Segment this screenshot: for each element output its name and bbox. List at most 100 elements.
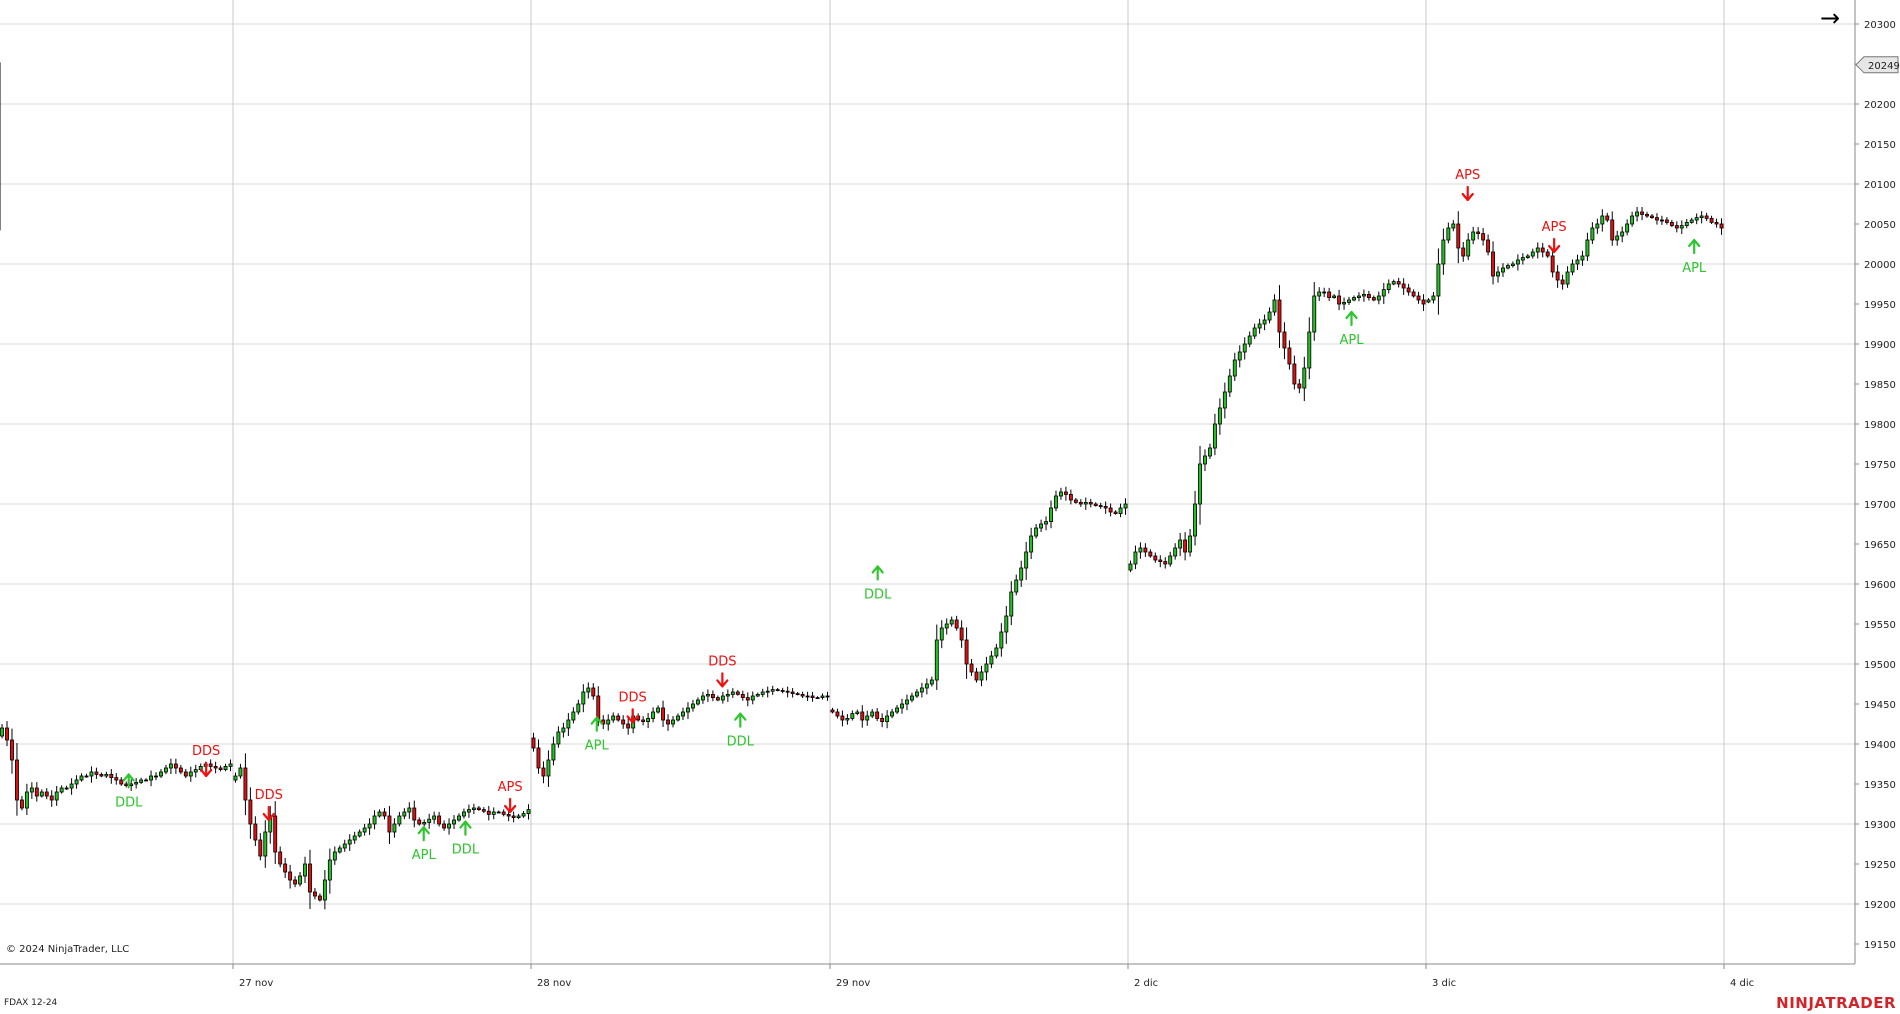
candle — [1123, 503, 1128, 509]
candle — [1630, 215, 1635, 225]
candle — [661, 707, 666, 721]
price-tick-label: 19300 — [1864, 820, 1896, 831]
price-tick-label: 20200 — [1864, 100, 1896, 111]
candle — [1019, 567, 1024, 581]
candle — [750, 695, 755, 701]
candle — [1650, 215, 1654, 219]
candle — [1496, 271, 1500, 277]
candle — [531, 737, 536, 749]
candle — [44, 791, 49, 797]
candle — [288, 871, 293, 881]
candle — [243, 767, 248, 801]
candle — [1501, 267, 1505, 273]
candle — [1411, 291, 1416, 297]
candle — [402, 811, 407, 817]
price-tick-label: 19400 — [1864, 740, 1896, 751]
candle — [1292, 363, 1297, 385]
candle — [1590, 227, 1595, 241]
price-tick-label: 19150 — [1864, 940, 1896, 951]
candle — [1714, 221, 1719, 225]
candle — [452, 819, 456, 825]
candle — [253, 823, 258, 841]
candle — [1009, 591, 1014, 617]
candle — [1655, 217, 1659, 221]
candle — [1307, 331, 1312, 369]
candle — [1222, 391, 1227, 409]
candle — [49, 795, 54, 801]
candle — [1302, 367, 1307, 389]
candle — [1674, 225, 1679, 229]
candle — [337, 847, 342, 853]
candle — [581, 691, 586, 705]
candle — [745, 697, 750, 701]
price-axis[interactable]: 19150 19200 19250 19300 19350 19400 19450 19500… — [1855, 20, 1900, 951]
candle — [646, 718, 651, 723]
candle — [830, 709, 835, 713]
candle — [1039, 523, 1044, 529]
candle — [984, 663, 989, 673]
candle — [959, 627, 964, 641]
candle — [1366, 293, 1371, 298]
candle — [10, 739, 14, 761]
price-tick-label: 19950 — [1864, 300, 1896, 311]
candle — [979, 671, 984, 681]
candle — [164, 767, 168, 773]
candle — [1506, 265, 1510, 269]
candle — [1029, 535, 1034, 553]
candle — [760, 691, 765, 695]
candle — [377, 811, 382, 817]
candle — [1317, 291, 1322, 297]
candle — [656, 707, 661, 713]
candle — [1401, 283, 1406, 289]
candle — [69, 783, 74, 789]
candle — [1093, 503, 1098, 507]
candle — [1635, 211, 1640, 217]
signal-markers: DDL DDS DDS APL DDL APS APL DDS DDS DDL DDL APL APS A… — [115, 168, 1707, 863]
candle — [1575, 259, 1580, 265]
signal-marker: DDS — [619, 690, 647, 724]
instrument-label: FDAX 12-24 — [4, 998, 58, 1008]
candle — [695, 699, 700, 705]
candle — [352, 835, 357, 841]
candle — [1545, 251, 1550, 257]
candle — [780, 690, 785, 692]
candle — [129, 783, 134, 787]
candle — [471, 807, 476, 811]
price-tick-label: 19600 — [1864, 580, 1896, 591]
candle — [1153, 555, 1158, 561]
arrow-up-icon — [590, 716, 603, 732]
candle — [1217, 407, 1222, 425]
candle — [1108, 507, 1113, 513]
candle — [1426, 299, 1431, 303]
arrow-right-icon[interactable]: → — [1820, 4, 1841, 32]
candle — [1237, 351, 1242, 361]
candle — [1719, 223, 1724, 229]
price-tick-label: 19650 — [1864, 540, 1896, 551]
candle — [1148, 551, 1153, 557]
candle — [1128, 563, 1133, 571]
candle — [15, 759, 19, 801]
candle — [228, 763, 233, 767]
candle — [1173, 547, 1178, 557]
time-tick-label: 3 dic — [1432, 978, 1456, 989]
signal-marker: DDS — [708, 654, 737, 688]
candle — [233, 775, 238, 781]
candle — [476, 807, 481, 811]
candle — [1664, 219, 1669, 223]
time-tick-label: 4 dic — [1730, 978, 1754, 989]
arrow-up-icon — [734, 712, 747, 728]
price-tick-label: 19550 — [1864, 620, 1896, 631]
candle — [994, 647, 999, 657]
time-tick-label: 28 nov — [537, 978, 571, 989]
arrow-down-icon — [716, 672, 729, 688]
candle — [1595, 223, 1600, 229]
arrow-down-icon — [626, 708, 639, 724]
candle — [1163, 561, 1168, 565]
candle-series — [0, 62, 1724, 910]
price-tick-label: 20050 — [1864, 220, 1896, 231]
candle — [536, 747, 541, 769]
candle — [944, 623, 949, 629]
time-axis[interactable]: 27 nov 28 nov 29 nov 2 dic 3 dic 4 dic — [232, 964, 1754, 989]
candle — [691, 703, 695, 709]
